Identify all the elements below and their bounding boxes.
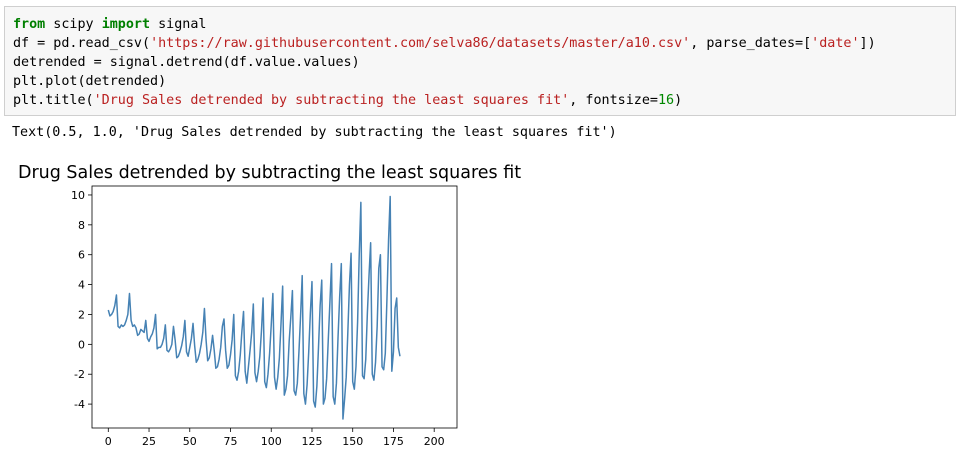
code-token: ]) (859, 36, 876, 51)
y-tick-label: 0 (78, 338, 85, 351)
y-tick-label: 10 (71, 189, 85, 202)
x-tick-label: 75 (224, 435, 238, 448)
code-token: , parse_dates=[ (690, 36, 812, 51)
code-cell[interactable]: from scipy import signal df = pd.read_csv… (4, 6, 956, 116)
code-token: , fontsize= (569, 93, 658, 108)
code-token: import (101, 17, 151, 32)
series-line (107, 195, 401, 420)
x-tick-label: 100 (261, 435, 282, 448)
y-tick-label: 8 (78, 219, 85, 232)
code-token: 'https://raw.githubusercontent.com/selva… (150, 36, 691, 51)
code-token: from (13, 17, 46, 32)
code-token: signal (150, 17, 207, 32)
plot-frame (91, 185, 458, 429)
code-token: scipy (45, 17, 102, 32)
y-tick-label: 4 (78, 279, 85, 292)
code-token: detrended = signal.detrend(df.value.valu… (13, 55, 360, 70)
cell-output-text: Text(0.5, 1.0, 'Drug Sales detrended by … (12, 125, 617, 140)
chart-title: Drug Sales detrended by subtracting the … (18, 163, 521, 183)
x-tick-label: 125 (301, 435, 322, 448)
y-tick-label: -4 (74, 398, 85, 411)
x-tick-label: 25 (142, 435, 156, 448)
x-tick-label: 0 (105, 435, 112, 448)
x-tick-label: 150 (342, 435, 363, 448)
code-line: detrended = signal.detrend(df.value.valu… (13, 53, 876, 72)
code-token: 'date' (811, 36, 860, 51)
code-token: plt.title( (13, 93, 94, 108)
y-tick-label: 2 (78, 308, 85, 321)
code-token: plt.plot(detrended) (13, 74, 167, 89)
x-tick-label: 50 (183, 435, 197, 448)
code-token: 'Drug Sales detrended by subtracting the… (93, 93, 570, 108)
code-line: df = pd.read_csv('https://raw.githubuser… (13, 34, 876, 53)
code-token: ) (674, 93, 683, 108)
line-chart: Drug Sales detrended by subtracting the … (18, 163, 521, 448)
code-line: plt.plot(detrended) (13, 72, 876, 91)
code-editor[interactable]: from scipy import signal df = pd.read_csv… (13, 15, 876, 110)
code-line: plt.title('Drug Sales detrended by subtr… (13, 91, 876, 110)
x-tick-label: 200 (424, 435, 445, 448)
y-tick-label: 6 (78, 249, 85, 262)
code-line: from scipy import signal (13, 15, 876, 34)
code-token: df = pd.read_csv( (13, 36, 151, 51)
plot-figure: Drug Sales detrended by subtracting the … (0, 150, 560, 460)
code-token: 16 (657, 93, 675, 108)
y-tick-label: -2 (74, 368, 85, 381)
x-tick-label: 175 (383, 435, 404, 448)
